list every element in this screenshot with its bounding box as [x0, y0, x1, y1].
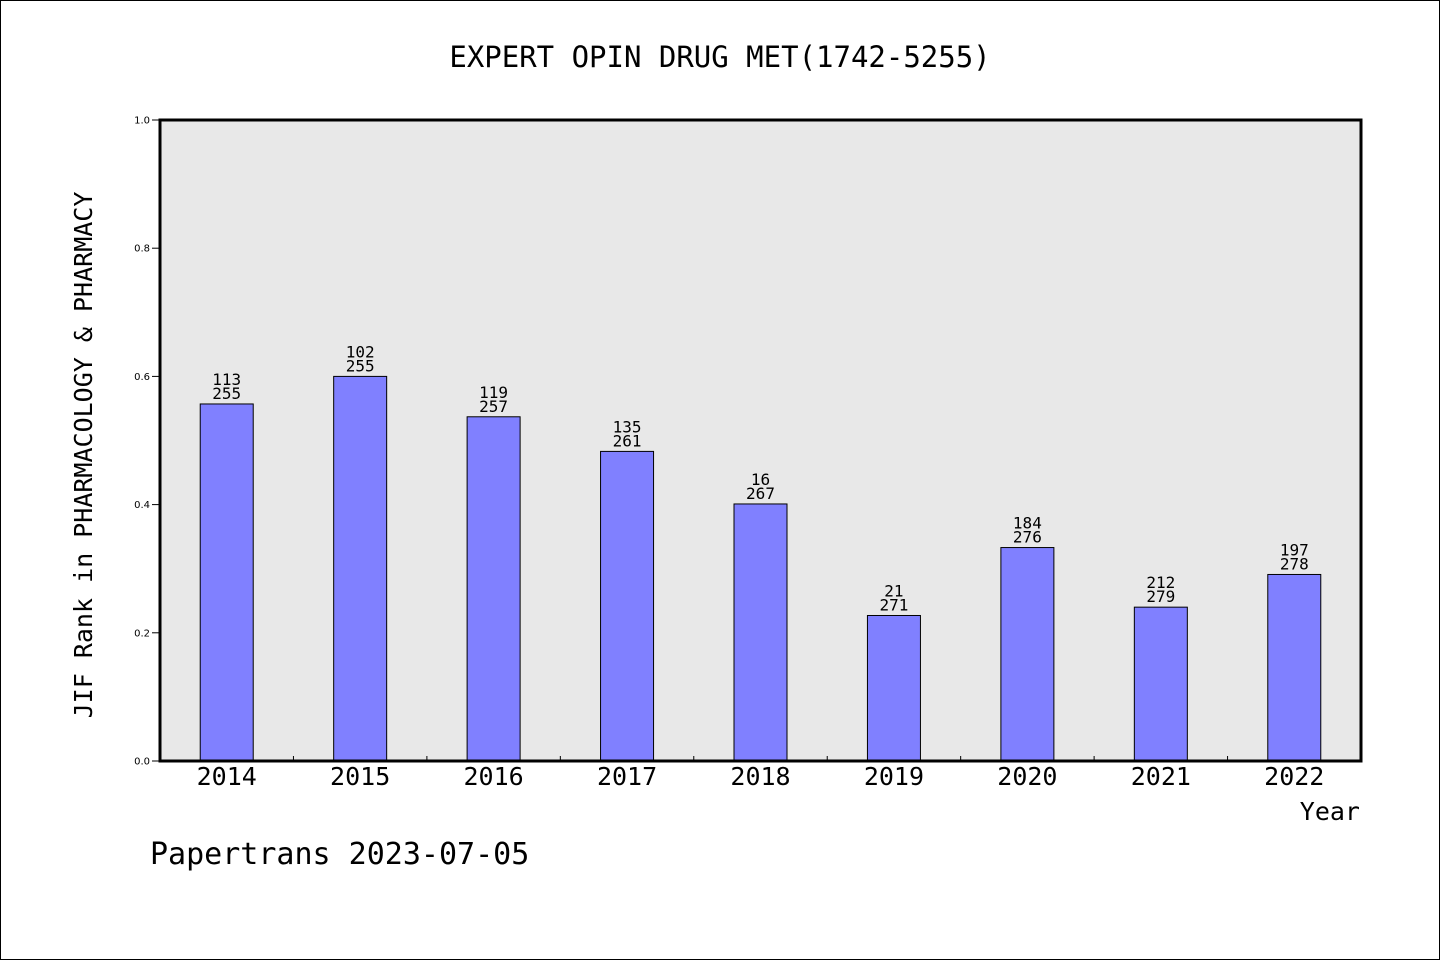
x-tick-label: 2020: [997, 762, 1057, 791]
y-tick-label: 0.6: [134, 372, 150, 383]
chart-title: EXPERT OPIN DRUG MET(1742-5255): [449, 40, 990, 74]
x-tick-label: 2016: [464, 762, 524, 791]
x-tick-label: 2022: [1264, 762, 1324, 791]
bar: [199, 403, 254, 762]
x-tick-label: 2014: [197, 762, 257, 791]
bar: [733, 503, 788, 762]
bar-label-total: 255: [346, 356, 375, 375]
y-tick-label: 0.0: [134, 757, 150, 768]
y-axis: 0.0 0.2 0.4 0.6 0.8 1.0: [134, 116, 160, 768]
x-tick-label: 2018: [730, 762, 790, 791]
bar-label-total: 267: [746, 484, 775, 503]
bar-label-total: 261: [613, 431, 642, 450]
bar-label-rank: 184: [1013, 514, 1042, 533]
y-tick-label: 0.2: [134, 628, 150, 639]
y-tick-label: 1.0: [134, 116, 150, 127]
x-axis: 2014 2015 2016 2017 2018 2019 2020 2021 2022: [197, 756, 1324, 791]
bar-label-total: 255: [212, 384, 241, 403]
x-tick-label: 2015: [330, 762, 390, 791]
bar-label-total: 257: [479, 397, 508, 416]
bar: [600, 450, 655, 762]
bar-label-rank: 102: [346, 342, 375, 361]
bar: [1000, 547, 1055, 762]
bar-label-rank: 119: [479, 383, 508, 402]
y-axis-label: JIF Rank in PHARMACOLOGY & PHARMACY: [69, 192, 98, 719]
bar-label-rank: 135: [613, 417, 642, 436]
y-tick-label: 0.8: [134, 244, 150, 255]
bar-label-total: 276: [1013, 528, 1042, 547]
bar-label-rank: 16: [751, 470, 770, 489]
y-tick-label: 0.4: [134, 500, 150, 511]
bar-label-total: 278: [1280, 554, 1309, 573]
bar-label-rank: 212: [1146, 573, 1175, 592]
bar: [1267, 573, 1322, 762]
bar: [466, 416, 521, 762]
bars-group: [199, 375, 1322, 762]
bar: [333, 375, 388, 762]
x-tick-label: 2017: [597, 762, 657, 791]
plot-border: [158, 118, 1363, 763]
bar: [866, 614, 921, 762]
bar-label-rank: 197: [1280, 540, 1309, 559]
bar-label-rank: 21: [884, 581, 903, 600]
bar: [1133, 606, 1188, 762]
bar-label-total: 279: [1146, 587, 1175, 606]
x-axis-label: Year: [1300, 797, 1360, 826]
footer-credit: Papertrans 2023-07-05: [150, 837, 529, 872]
bar-label-total: 271: [879, 595, 908, 614]
x-tick-label: 2021: [1131, 762, 1191, 791]
x-tick-label: 2019: [864, 762, 924, 791]
bar-labels-group: 1132551022551192571352611626721271184276…: [212, 342, 1308, 614]
bar-label-rank: 113: [212, 370, 241, 389]
